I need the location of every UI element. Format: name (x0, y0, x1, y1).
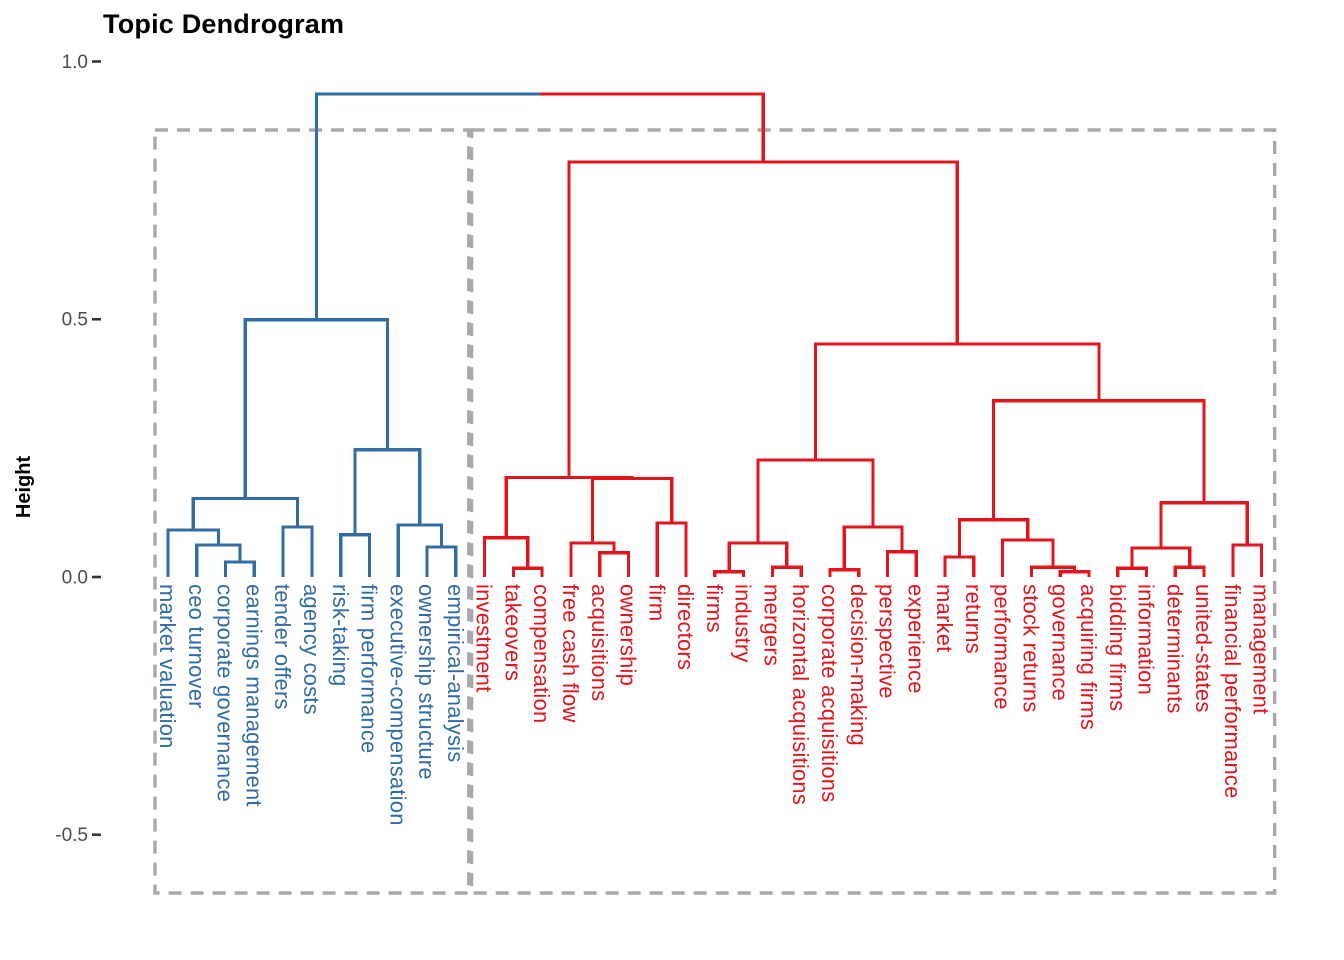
merge-edge (567, 160, 959, 478)
merge-edge (223, 560, 256, 577)
leaf-label: bidding firms (1105, 584, 1130, 711)
y-axis-ticks: 1.0 0.5 0.0 -0.5 (55, 52, 101, 846)
leaf-label: corporate governance (213, 584, 238, 802)
leaf-label: free cash flow (558, 584, 583, 723)
leaf-label: ceo turnover (184, 584, 209, 709)
merge-edge (281, 525, 314, 577)
leaf-label: information (1134, 584, 1159, 695)
merge-edge (590, 476, 674, 543)
leaf-label: determinants (1162, 584, 1187, 714)
merge-edge (353, 448, 422, 535)
merge-edge (482, 536, 530, 577)
merge-edge (243, 318, 390, 499)
leaf-label: industry (731, 584, 756, 663)
leaf-label: decision-making (846, 584, 871, 746)
leaf-label: united-states (1191, 584, 1216, 713)
leaf-label: tender offers (270, 584, 295, 710)
leaf-label: investment (472, 584, 497, 692)
leaf-label: ownership (616, 584, 641, 686)
leaf-label: acquiring firms (1076, 584, 1101, 730)
leaf-label: corporate acquisitions (817, 584, 842, 802)
merge-edge (1130, 546, 1192, 569)
leaf-label: governance (1047, 584, 1072, 701)
leaf-label: firm (644, 584, 669, 621)
leaf-label: compensation (529, 584, 554, 723)
leaf-label: mergers (759, 584, 784, 666)
merge-edge (1231, 543, 1264, 577)
merge-edge (1159, 501, 1249, 549)
merge-edge (756, 458, 875, 543)
merge-edge (511, 566, 544, 577)
merge-edge (828, 568, 861, 577)
leaf-label: experience (903, 584, 928, 694)
merge-edge (396, 523, 444, 577)
leaf-label: stock returns (1018, 584, 1043, 713)
cluster-boxes (153, 128, 1277, 895)
leaf-label: perspective (875, 584, 900, 699)
merge-edge (943, 555, 976, 577)
chart-title: Topic Dendrogram (103, 9, 345, 39)
merge-edge (1001, 538, 1055, 577)
merge-edge (1058, 570, 1091, 577)
leaf-label: returns (961, 584, 986, 654)
leaf-label: empirical-analysis (443, 584, 468, 762)
leaf-label: acquisitions (587, 584, 612, 701)
merge-edge (504, 475, 634, 538)
leaf-label: management (1249, 584, 1274, 714)
y-tick-label: 0.0 (62, 567, 88, 588)
merge-edge (885, 550, 918, 577)
merge-edge (1173, 565, 1206, 577)
leaf-labels: market valuation ceo turnover corporate go… (155, 584, 1274, 826)
leaf-label: financial performance (1220, 584, 1245, 799)
root-edge-left (314, 92, 540, 320)
leaf-label: performance (990, 584, 1015, 710)
leaf-label: risk-taking (328, 584, 353, 686)
y-tick-label: 1.0 (62, 52, 88, 73)
leaf-label: horizontal acquisitions (788, 584, 813, 805)
merge-edge (655, 521, 688, 577)
leaf-label: agency costs (299, 584, 324, 715)
merge-edge (1029, 565, 1077, 577)
dendrogram-edges (166, 92, 1264, 577)
leaf-label: firm performance (357, 584, 382, 753)
leaf-label: earnings management (241, 584, 266, 807)
merge-edge (191, 497, 300, 531)
merge-edge (770, 565, 803, 577)
leaf-label: ownership structure (414, 584, 439, 780)
leaf-label: executive-compensation (385, 584, 410, 826)
cluster-box (153, 128, 471, 895)
y-tick-label: -0.5 (55, 825, 88, 846)
merge-edge (339, 533, 372, 577)
merge-edge (166, 528, 220, 577)
leaf-label: directors (673, 584, 698, 670)
leaf-label: market valuation (155, 584, 180, 749)
leaf-label: takeovers (500, 584, 525, 681)
merge-edge (1116, 566, 1149, 577)
root-edge-right (539, 92, 765, 163)
merge-edge (598, 551, 631, 577)
merge-edge (842, 525, 904, 570)
leaf-label: firms (702, 584, 727, 633)
merge-edge (425, 545, 458, 577)
leaf-label: market (932, 584, 957, 652)
merge-edge (713, 570, 746, 577)
cluster-box (469, 128, 1277, 895)
merge-edge (569, 541, 616, 577)
y-tick-label: 0.5 (62, 310, 88, 331)
